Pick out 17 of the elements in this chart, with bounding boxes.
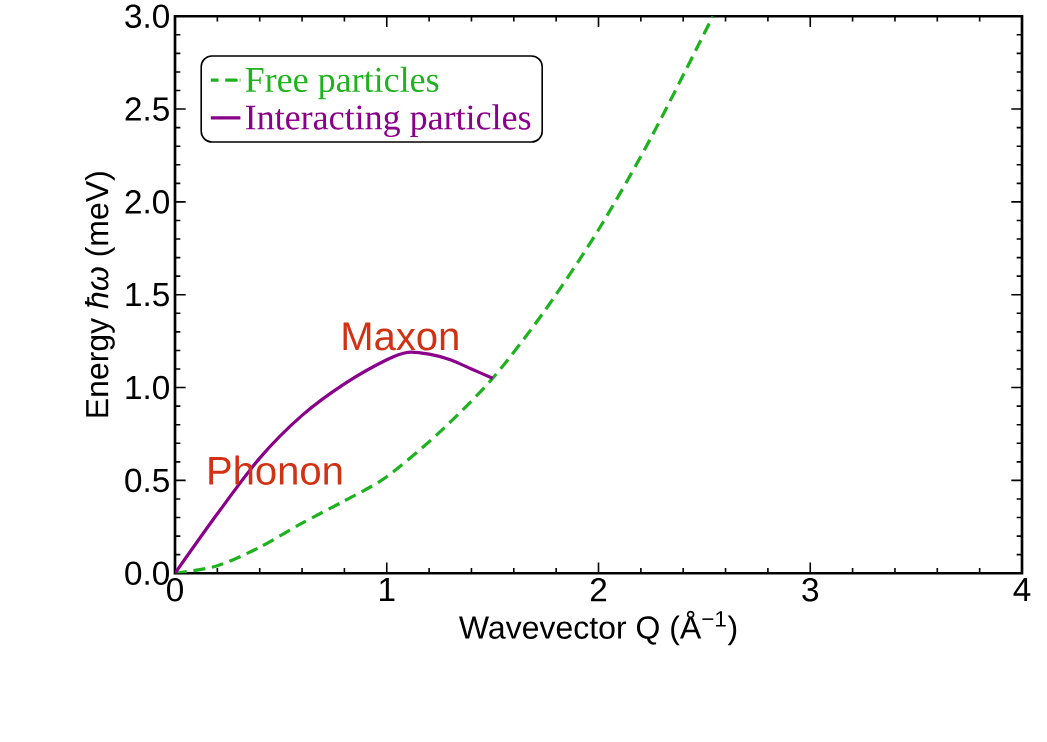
y-tick-label: 0.5 (125, 468, 169, 493)
y-tick-label: 3.0 (125, 4, 169, 28)
y-tick-label: 0.0 (125, 561, 169, 585)
x-tick-label: 2 (590, 577, 607, 602)
y-tick-label: 1.5 (126, 282, 169, 307)
legend-label: Interacting particles (245, 104, 531, 137)
x-tick-label: 1 (380, 577, 395, 601)
legend-label: Free particles (245, 66, 439, 100)
y-axis-title: Energy ħω (meV) (84, 172, 115, 417)
y-tick-label: 1.0 (126, 375, 169, 400)
x-axis-title: Wavevector Q (Å$^{−1}$) (459, 610, 737, 646)
annotation: Maxon (343, 322, 458, 351)
x-tick-label: 4 (1013, 577, 1031, 601)
x-tick-label: 3 (802, 577, 819, 602)
y-tick-label: 2.5 (125, 97, 169, 121)
x-tick-label: 0 (167, 577, 183, 602)
y-tick-label: 2.0 (125, 189, 169, 214)
